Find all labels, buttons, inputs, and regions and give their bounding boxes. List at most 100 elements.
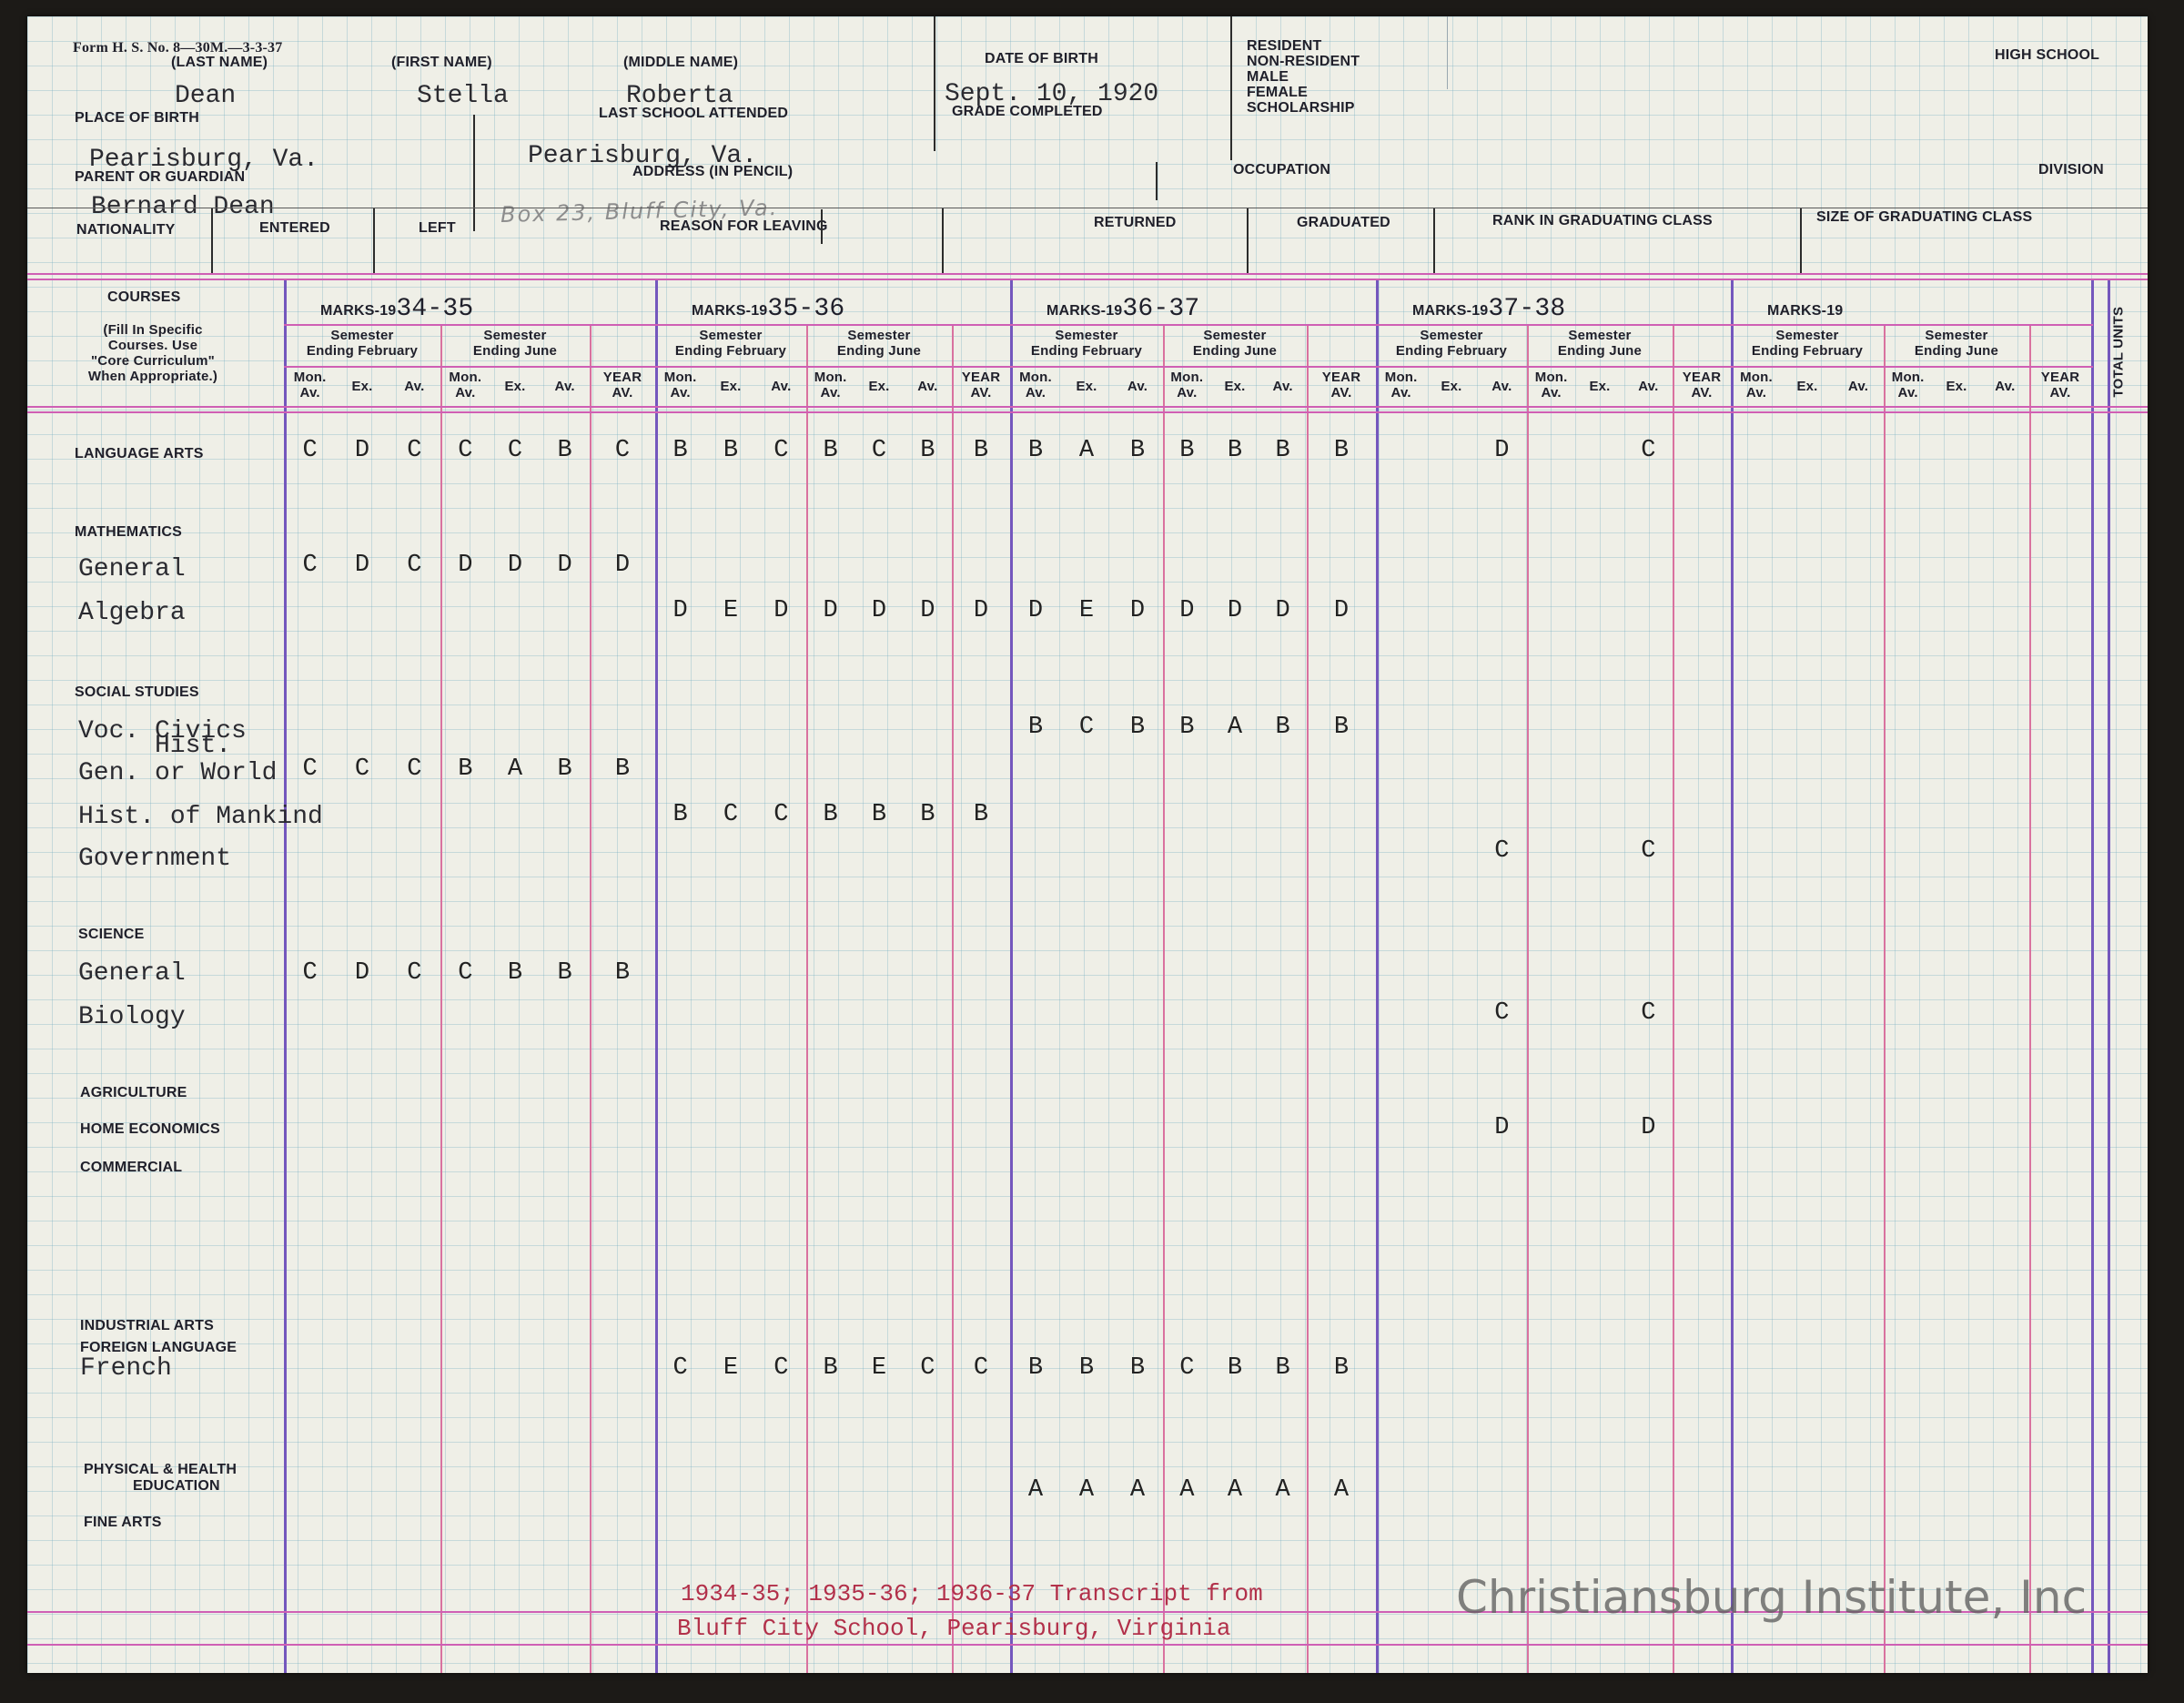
grade-mark: C <box>302 552 318 579</box>
grade-mark: C <box>723 801 739 828</box>
grade-mark: B <box>1275 1354 1290 1382</box>
grade-mark: D <box>672 597 688 624</box>
category-education: EDUCATION <box>133 1478 220 1494</box>
grade-mark: C <box>672 1354 688 1382</box>
grade-mark: C <box>407 755 422 783</box>
grade-mark: D <box>458 552 473 579</box>
column-label: Mon. Av. <box>814 370 847 400</box>
semester-divider <box>440 324 442 1673</box>
grade-mark: B <box>1275 714 1290 741</box>
grade-mark: D <box>1275 597 1290 624</box>
course-algebra: Algebra <box>78 599 186 627</box>
column-label: Ex. <box>868 379 890 394</box>
size-label: SIZE OF GRADUATING CLASS <box>1816 209 2033 225</box>
semester-divider <box>1163 324 1165 1673</box>
marks-year-header: MARKS-1937-38 <box>1412 295 1566 323</box>
grade-mark: C <box>1494 837 1510 865</box>
entered-label: ENTERED <box>259 220 330 236</box>
grade-mark: C <box>407 552 422 579</box>
semester-june-label: Semester Ending June <box>1192 328 1278 359</box>
header-divider <box>1433 208 1435 273</box>
grade-mark: C <box>1641 437 1656 464</box>
transcript-line-1: 1934-35; 1935-36; 1936-37 Transcript fro… <box>681 1580 1263 1607</box>
column-label: Mon. Av. <box>449 370 482 400</box>
header-divider <box>1230 16 1232 160</box>
grade-mark: B <box>1078 1354 1095 1382</box>
column-label: Mon. Av. <box>1534 370 1568 400</box>
column-label: Mon. Av. <box>663 370 697 400</box>
header-divider <box>821 209 823 244</box>
grade-mark: A <box>1129 1476 1146 1504</box>
grade-mark: A <box>1027 1476 1044 1504</box>
grade-mark: C <box>407 959 422 987</box>
returned-label: RETURNED <box>1094 215 1177 230</box>
bottom-rule <box>27 1644 2148 1646</box>
grade-mark: B <box>1275 437 1290 464</box>
category-mathematics: MATHEMATICS <box>75 524 183 540</box>
column-label: Av. <box>1127 379 1148 394</box>
category-language-arts: LANGUAGE ARTS <box>75 446 204 461</box>
grade-mark: E <box>1078 597 1095 624</box>
grade-mark: C <box>1494 999 1510 1027</box>
column-label: YEAR AV. <box>2040 370 2080 400</box>
marks-year-value: 36-37 <box>1122 295 1200 323</box>
grade-mark: A <box>1078 437 1095 464</box>
marks-year-header: MARKS-19 <box>1767 303 1844 319</box>
column-label: Mon. Av. <box>293 370 327 400</box>
semester-divider <box>1307 324 1309 1673</box>
column-label: Mon. Av. <box>1740 370 1773 400</box>
category-fine-arts: FINE ARTS <box>84 1515 162 1530</box>
last-school-value: Pearisburg, Va. <box>528 142 758 170</box>
grade-mark: B <box>1179 714 1195 741</box>
middle-name-value: Roberta <box>626 82 733 110</box>
courses-label: COURSES <box>107 289 181 305</box>
place-of-birth-label: PLACE OF BIRTH <box>75 110 200 126</box>
year-divider <box>1731 280 1734 1673</box>
grade-mark: B <box>1333 437 1350 464</box>
grade-mark: C <box>774 801 789 828</box>
grade-mark: B <box>823 1354 838 1382</box>
nationality-label: NATIONALITY <box>76 222 176 238</box>
left-label: LEFT <box>419 220 456 236</box>
header-divider <box>1800 208 1802 273</box>
header-divider <box>211 208 213 273</box>
grade-mark: B <box>1129 437 1146 464</box>
grade-mark: D <box>354 437 370 464</box>
semester-divider <box>952 324 954 1673</box>
grade-mark: D <box>1641 1114 1656 1141</box>
grade-mark: D <box>1179 597 1195 624</box>
year-divider <box>655 280 658 1673</box>
grade-mark: B <box>672 801 688 828</box>
occupation-label: OCCUPATION <box>1233 162 1331 177</box>
grade-mark: A <box>507 755 523 783</box>
graduated-label: GRADUATED <box>1297 215 1390 230</box>
semester-divider <box>806 324 808 1673</box>
column-label: Ex. <box>504 379 526 394</box>
grade-mark: C <box>1641 837 1656 865</box>
grade-mark: B <box>823 801 838 828</box>
grade-mark: C <box>407 437 422 464</box>
grade-mark: C <box>871 437 887 464</box>
grade-mark: B <box>1027 714 1044 741</box>
grade-mark: D <box>774 597 789 624</box>
grade-mark: C <box>1641 999 1656 1027</box>
header-divider <box>942 208 944 273</box>
header-divider <box>1156 162 1158 200</box>
reason-label: REASON FOR LEAVING <box>660 218 828 234</box>
grade-mark: C <box>458 437 473 464</box>
last-school-label: LAST SCHOOL ATTENDED <box>599 106 789 121</box>
grade-mark: C <box>458 959 473 987</box>
marks-year-value: 35-36 <box>767 295 845 323</box>
grade-mark: B <box>823 437 838 464</box>
column-label: Mon. Av. <box>1019 370 1052 400</box>
marks-header-bottom-rule <box>27 406 2148 408</box>
column-label: Av. <box>1995 379 2016 394</box>
semester-divider <box>2029 324 2031 1673</box>
grade-mark: D <box>557 552 572 579</box>
year-divider <box>2108 280 2110 1673</box>
dob-value: Sept. 10, 1920 <box>945 80 1159 108</box>
column-label: Ex. <box>1441 379 1462 394</box>
column-label: Mon. Av. <box>1170 370 1204 400</box>
column-label: YEAR AV. <box>1682 370 1722 400</box>
grade-mark: A <box>1179 1476 1195 1504</box>
